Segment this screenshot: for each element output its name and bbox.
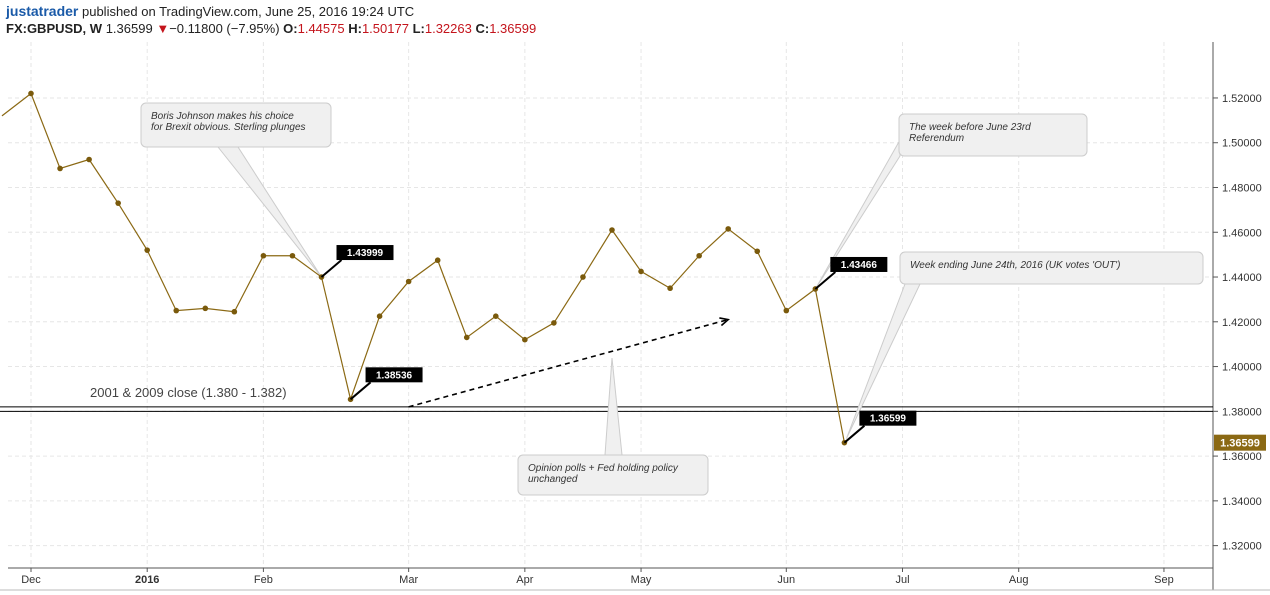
high-value: 1.50177 [361, 21, 409, 36]
data-point [754, 248, 761, 255]
callout-text: Boris Johnson makes his choice [151, 111, 294, 122]
x-tick-label: Jul [895, 574, 909, 586]
data-point [580, 274, 586, 280]
value-labels: 1.43999 1.38536 1.43466 1.36599 1.36599 [320, 245, 1266, 451]
data-point [783, 307, 790, 314]
x-tick-label: Mar [399, 574, 418, 586]
callout-text: unchanged [528, 474, 578, 485]
value-label-leader [814, 271, 836, 290]
change-down-icon: ▼ [156, 21, 170, 36]
open-value: 1.44575 [297, 21, 345, 36]
callout-pointer [216, 146, 322, 278]
data-point [144, 247, 150, 253]
value-label: 1.43999 [347, 248, 384, 259]
published-text: published on TradingView.com, June 25, 2… [81, 4, 415, 19]
reference-lines: 2001 & 2009 close (1.380 - 1.382) [0, 317, 1213, 412]
y-tick-label: 1.50000 [1222, 138, 1262, 150]
data-point [405, 278, 412, 285]
close-value: 1.36599 [489, 21, 537, 36]
data-point [260, 252, 267, 259]
y-tick-label: 1.38000 [1222, 406, 1262, 418]
y-tick-label: 1.32000 [1222, 541, 1262, 553]
callout-text: Opinion polls + Fed holding policy [528, 463, 679, 474]
y-tick-label: 1.46000 [1222, 227, 1262, 239]
callout-box [898, 113, 1088, 157]
data-point [376, 313, 383, 319]
callout-text: The week before June 23rd [909, 122, 1031, 133]
data-point [202, 305, 209, 312]
x-tick-label: Dec [21, 574, 41, 586]
axes: 1.52000 1.50000 1.48000 1.46000 1.44000 1.420… [0, 42, 1270, 591]
low-value: 1.32263 [424, 21, 472, 36]
last-price: 1.36599 [105, 21, 153, 36]
trend-arrow-head [719, 317, 730, 327]
data-point [725, 226, 731, 232]
value-label-leader [349, 381, 372, 401]
data-point [609, 227, 615, 233]
x-tick-label: 2016 [135, 574, 159, 586]
x-tick-label: Aug [1009, 574, 1029, 586]
y-tick-label: 1.48000 [1222, 182, 1262, 194]
x-tick-label: Feb [254, 574, 273, 586]
data-point [463, 334, 470, 341]
value-label-box [365, 367, 423, 383]
value-label: 1.38536 [376, 370, 413, 381]
trend-arrow [408, 318, 729, 408]
x-tick-label: Sep [1154, 574, 1174, 586]
series-line[interactable] [1, 90, 848, 446]
value-label-leader [320, 259, 343, 278]
value-label: 1.36599 [870, 414, 907, 425]
value-label: 1.43466 [841, 260, 878, 271]
value-label-box [336, 245, 394, 261]
symbol-label[interactable]: FX:GBPUSD, W [6, 21, 103, 36]
callout-text: for Brexit obvious. Sterling plunges [151, 122, 306, 133]
author-link[interactable]: justatrader [6, 3, 79, 19]
data-point [231, 308, 238, 315]
y-tick-label: 1.40000 [1222, 362, 1262, 374]
chart-header: justatrader published on TradingView.com… [0, 0, 1270, 40]
data-point [28, 90, 34, 97]
high-label: H: [348, 21, 362, 36]
last-price-badge [1214, 434, 1266, 451]
data-point [86, 156, 92, 163]
data-point [57, 165, 63, 172]
ohlc-line: FX:GBPUSD, W 1.36599 ▼−0.11800 (−7.95%) … [6, 21, 536, 36]
y-tick-label: 1.44000 [1222, 272, 1262, 284]
x-tick-label: Apr [516, 574, 533, 586]
y-tick-label: 1.42000 [1222, 317, 1262, 329]
data-point [434, 257, 441, 264]
data-point [289, 252, 296, 259]
y-tick-label: 1.52000 [1222, 93, 1262, 105]
callout-text: Week ending June 24th, 2016 (UK votes 'O… [910, 260, 1120, 271]
callout-text: Referendum [909, 133, 964, 144]
last-price-label: 1.36599 [1220, 438, 1260, 450]
open-label: O: [283, 21, 298, 36]
y-tick-label: 1.34000 [1222, 496, 1262, 508]
value-label-box [830, 256, 888, 272]
reference-label: 2001 & 2009 close (1.380 - 1.382) [90, 385, 287, 400]
value-label-leader [843, 424, 866, 444]
callout-box [899, 251, 1204, 285]
publish-line: justatrader published on TradingView.com… [6, 3, 414, 19]
x-tick-label: May [631, 574, 652, 586]
callout-box [517, 454, 709, 496]
x-tick-label: Jun [777, 574, 795, 586]
data-point [493, 313, 499, 319]
data-point [522, 336, 528, 343]
y-tick-label: 1.36000 [1222, 451, 1262, 463]
close-label: C: [475, 21, 490, 36]
price-line [1, 92, 845, 443]
callout-box [140, 102, 332, 148]
change-value: −0.11800 (−7.95%) [169, 21, 280, 36]
data-point [696, 252, 702, 259]
data-point [551, 320, 557, 326]
data-point [115, 200, 121, 206]
data-point [173, 307, 180, 314]
data-point [667, 285, 673, 292]
low-label: L: [412, 21, 425, 36]
value-label-box [859, 410, 917, 426]
data-point [638, 268, 644, 275]
